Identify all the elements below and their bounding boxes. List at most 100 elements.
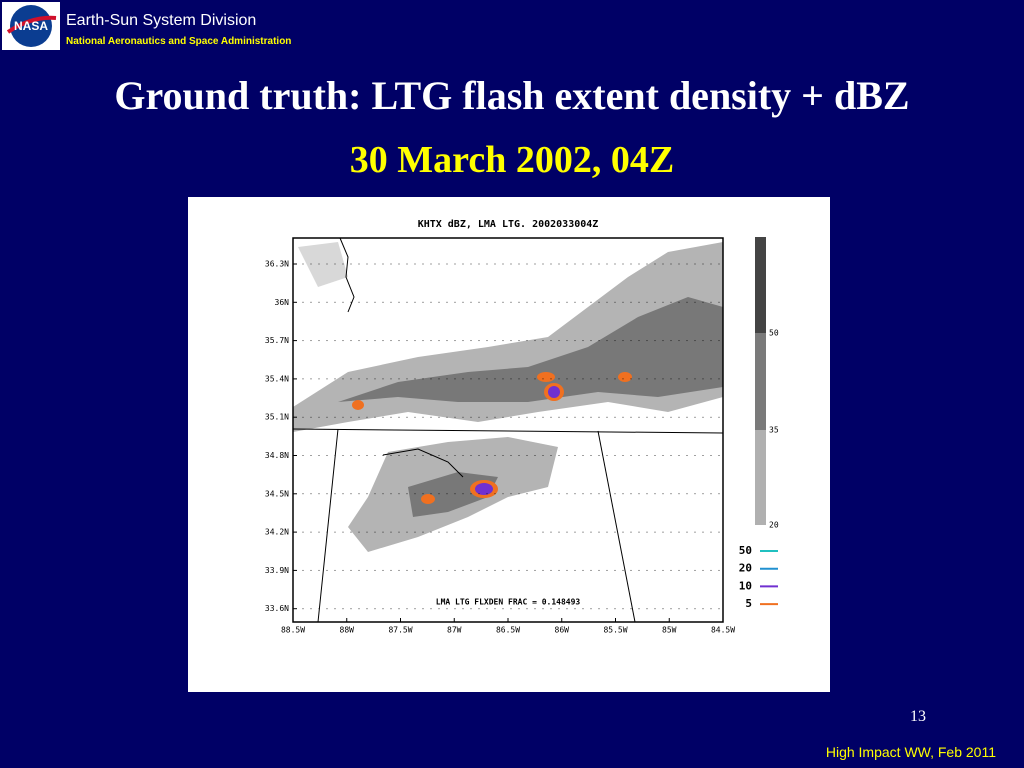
- grid-dot: [542, 531, 544, 533]
- grid-dot: [478, 378, 480, 380]
- grid-dot: [310, 569, 312, 571]
- grid-dot: [318, 569, 320, 571]
- grid-dot: [630, 569, 632, 571]
- grid-dot: [342, 455, 344, 456]
- grid-dot: [598, 531, 600, 533]
- grid-dot: [302, 455, 304, 456]
- grid-dot: [574, 263, 576, 265]
- grid-dot: [430, 378, 432, 380]
- grid-dot: [350, 340, 352, 342]
- grid-dot: [310, 263, 312, 265]
- grid-dot: [406, 340, 408, 342]
- grid-dot: [414, 455, 416, 456]
- grid-dot: [598, 493, 600, 495]
- grid-dot: [374, 455, 376, 456]
- grid-dot: [598, 340, 600, 342]
- grid-dot: [438, 531, 440, 533]
- grid-dot: [374, 340, 376, 342]
- grid-dot: [398, 608, 400, 610]
- grid-dot: [542, 263, 544, 265]
- grid-dot: [646, 569, 648, 571]
- grid-dot: [582, 263, 584, 265]
- grid-dot: [414, 301, 416, 303]
- grid-dot: [614, 301, 616, 303]
- grid-dot: [318, 340, 320, 342]
- grid-dot: [526, 340, 528, 342]
- grid-dot: [374, 531, 376, 533]
- grid-dot: [518, 531, 520, 533]
- grid-dot: [366, 340, 368, 342]
- grid-dot: [390, 569, 392, 571]
- grid-dot: [678, 378, 680, 380]
- grid-dot: [566, 301, 568, 303]
- grid-dot: [486, 378, 488, 380]
- grid-dot: [694, 378, 696, 380]
- grid-dot: [446, 416, 448, 418]
- grid-dot: [710, 263, 712, 265]
- grid-dot: [486, 569, 488, 571]
- grid-dot: [454, 455, 456, 456]
- grid-dot: [710, 569, 712, 571]
- grid-dot: [478, 531, 480, 533]
- grid-dot: [382, 301, 384, 303]
- grid-dot: [638, 569, 640, 571]
- grid-dot: [558, 493, 560, 495]
- grid-dot: [518, 301, 520, 303]
- grid-dot: [686, 608, 688, 610]
- grid-dot: [574, 531, 576, 533]
- colorbar-segment: [755, 237, 766, 333]
- grid-dot: [358, 263, 360, 265]
- grid-dot: [534, 378, 536, 380]
- grid-dot: [702, 263, 704, 265]
- grid-dot: [686, 416, 688, 418]
- grid-dot: [502, 416, 504, 418]
- grid-dot: [702, 569, 704, 571]
- grid-dot: [366, 263, 368, 265]
- grid-dot: [438, 455, 440, 456]
- grid-dot: [398, 455, 400, 456]
- grid-dot: [502, 301, 504, 303]
- grid-dot: [526, 416, 528, 418]
- grid-dot: [406, 416, 408, 418]
- grid-dot: [670, 531, 672, 533]
- grid-dot: [606, 569, 608, 571]
- grid-dot: [678, 263, 680, 265]
- grid-dot: [702, 493, 704, 495]
- grid-dot: [518, 263, 520, 265]
- grid-dot: [678, 301, 680, 303]
- grid-dot: [702, 416, 704, 418]
- grid-dot: [366, 608, 368, 610]
- grid-dot: [382, 569, 384, 571]
- grid-dot: [342, 301, 344, 303]
- grid-dot: [390, 301, 392, 303]
- grid-dot: [566, 263, 568, 265]
- grid-dot: [302, 416, 304, 418]
- grid-dot: [622, 378, 624, 380]
- grid-dot: [454, 531, 456, 533]
- grid-dot: [606, 608, 608, 610]
- grid-dot: [302, 569, 304, 571]
- grid-dot: [598, 608, 600, 610]
- grid-dot: [654, 263, 656, 265]
- grid-dot: [686, 301, 688, 303]
- grid-dot: [398, 569, 400, 571]
- grid-dot: [350, 569, 352, 571]
- grid-dot: [398, 416, 400, 418]
- grid-dot: [654, 455, 656, 456]
- legend-label: 10: [739, 579, 752, 592]
- grid-dot: [622, 263, 624, 265]
- grid-dot: [518, 493, 520, 495]
- grid-dot: [718, 455, 720, 456]
- grid-dot: [598, 455, 600, 456]
- grid-dot: [422, 301, 424, 303]
- grid-dot: [694, 340, 696, 342]
- grid-dot: [678, 416, 680, 418]
- grid-dot: [686, 531, 688, 533]
- grid-dot: [414, 531, 416, 533]
- grid-dot: [358, 455, 360, 456]
- legend-label: 50: [739, 544, 752, 557]
- grid-dot: [342, 340, 344, 342]
- grid-dot: [702, 340, 704, 342]
- grid-dot: [710, 340, 712, 342]
- grid-dot: [550, 455, 552, 456]
